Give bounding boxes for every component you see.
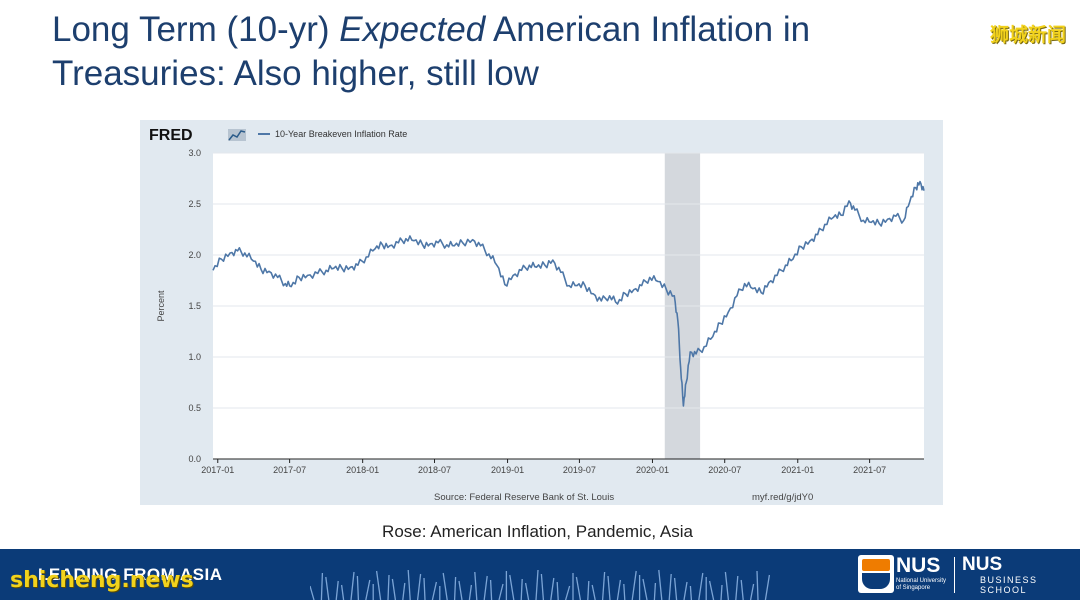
x-tick-label: 2019-01: [491, 465, 524, 475]
y-tick-label: 1.5: [188, 301, 201, 311]
y-tick-label: 0.5: [188, 403, 201, 413]
x-tick-label: 2017-01: [201, 465, 234, 475]
x-tick-label: 2019-07: [563, 465, 596, 475]
school-subtitle: BUSINESS SCHOOL: [980, 575, 1038, 595]
watermark-top: 狮城新闻: [989, 24, 1066, 46]
nus-sub-line1: National University: [896, 578, 947, 584]
x-tick-label: 2017-07: [273, 465, 306, 475]
nus-name: NUS: [896, 554, 941, 577]
y-tick-label: 3.0: [188, 148, 201, 158]
title-emphasis: Expected: [339, 10, 486, 49]
x-tick-label: 2020-07: [708, 465, 741, 475]
logo-divider: [954, 557, 955, 593]
grass-pattern-icon: [310, 569, 771, 600]
y-axis-label: Percent: [156, 290, 166, 322]
y-tick-label: 0.0: [188, 454, 201, 464]
nus-crest-icon: [858, 555, 894, 593]
y-tick-label: 1.0: [188, 352, 201, 362]
school-line1: BUSINESS: [980, 575, 1038, 585]
x-tick-label: 2018-01: [346, 465, 379, 475]
y-tick-label: 2.0: [188, 250, 201, 260]
chart-frame: FRED 10-Year Breakeven Inflation Rate 0.…: [140, 120, 943, 505]
fred-logo-icon: [228, 129, 246, 141]
x-tick-label: 2021-07: [853, 465, 886, 475]
legend-label: 10-Year Breakeven Inflation Rate: [275, 129, 407, 139]
chart-url: myf.red/g/jdY0: [752, 492, 813, 503]
school-line2: SCHOOL: [980, 585, 1028, 595]
title-part1: Long Term (10-yr): [52, 10, 340, 49]
chart-source: Source: Federal Reserve Bank of St. Loui…: [434, 492, 614, 503]
footer-tagline: LEADING FROM ASIA: [38, 565, 223, 584]
x-tick-label: 2018-07: [418, 465, 451, 475]
school-name: NUS: [962, 554, 1003, 575]
footer-band: LEADING FROM ASIA NUS National Universit…: [0, 549, 1080, 600]
x-tick-label: 2021-01: [781, 465, 814, 475]
nus-subtitle: National University of Singapore: [896, 578, 946, 592]
y-tick-label: 2.5: [188, 199, 201, 209]
slide-title: Long Term (10-yr) Expected American Infl…: [52, 8, 952, 96]
x-tick-label: 2020-01: [636, 465, 669, 475]
title-part2: American Inflation in Treasuries: Also h…: [52, 10, 811, 93]
fred-brand: FRED: [149, 127, 193, 144]
slide-caption: Rose: American Inflation, Pandemic, Asia: [382, 522, 693, 541]
series-line-breakeven: [212, 180, 925, 407]
nus-sub-line2: of Singapore: [896, 585, 931, 591]
watermark-bottom: shicheng.news: [10, 568, 194, 593]
fred-chart: FRED 10-Year Breakeven Inflation Rate 0.…: [149, 127, 925, 503]
